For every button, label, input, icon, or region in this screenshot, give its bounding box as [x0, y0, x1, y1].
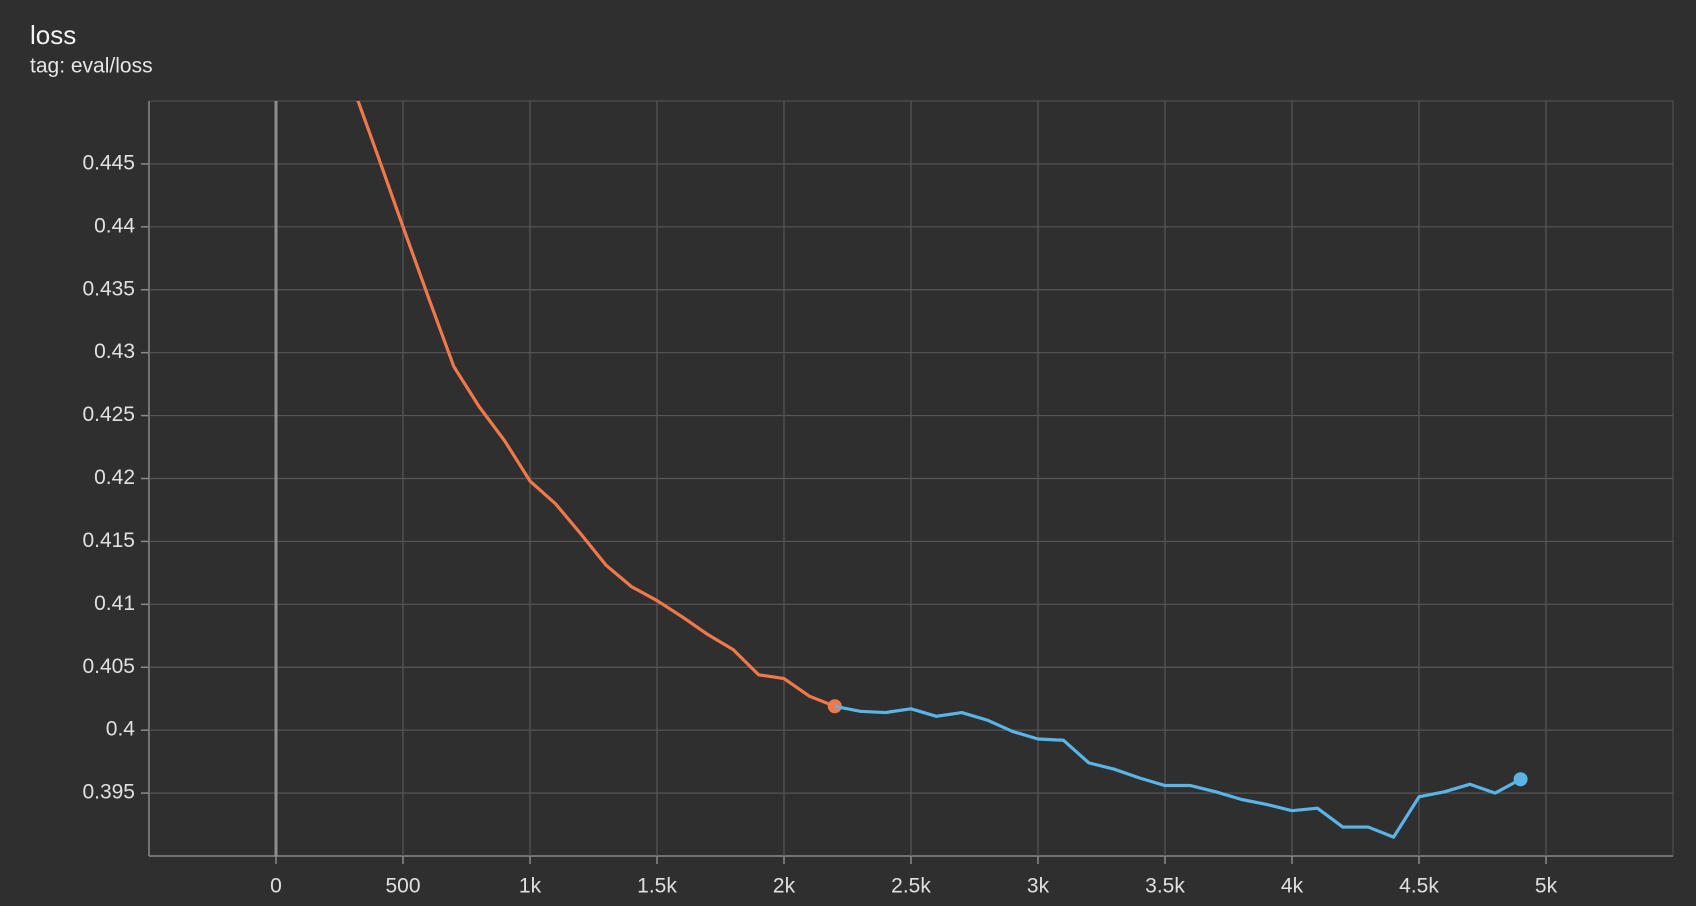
- x-tick-label: 4k: [1281, 875, 1304, 898]
- y-tick-label: 0.4: [106, 718, 136, 741]
- x-tick-label: 2.5k: [891, 875, 931, 898]
- y-tick-label: 0.42: [94, 466, 135, 489]
- series-line: [356, 101, 836, 708]
- y-tick-label: 0.435: [82, 277, 135, 300]
- x-tick-label: 3k: [1027, 875, 1050, 898]
- chart-subtitle: tag: eval/loss: [30, 55, 153, 78]
- y-tick-label: 0.395: [82, 781, 135, 804]
- x-tick-label: 1k: [519, 875, 542, 898]
- x-tick-label: 500: [385, 875, 420, 898]
- x-tick-label: 3.5k: [1145, 875, 1185, 898]
- y-tick-label: 0.41: [94, 592, 135, 615]
- y-tick-label: 0.43: [94, 340, 135, 363]
- plot-area: [356, 101, 1528, 839]
- grid: 0.395 0.4 0.405 0.41 0.415 0.42 0.425 0.43 0.435…: [82, 100, 1674, 898]
- y-tick-label: 0.44: [94, 214, 135, 237]
- x-tick-label: 2k: [773, 875, 796, 898]
- x-tick-label: 4.5k: [1399, 875, 1439, 898]
- y-tick-label: 0.405: [82, 655, 135, 678]
- last-point: [1513, 772, 1528, 787]
- x-tick-label: 5k: [1535, 875, 1558, 898]
- chart-title: loss: [30, 20, 76, 50]
- y-tick-label: 0.415: [82, 529, 135, 552]
- y-tick-label: 0.425: [82, 403, 135, 426]
- series-line: [834, 704, 1522, 839]
- last-point: [827, 699, 842, 714]
- x-tick-label: 0: [270, 875, 282, 898]
- x-tick-label: 1.5k: [637, 875, 677, 898]
- y-tick-label: 0.445: [82, 151, 135, 174]
